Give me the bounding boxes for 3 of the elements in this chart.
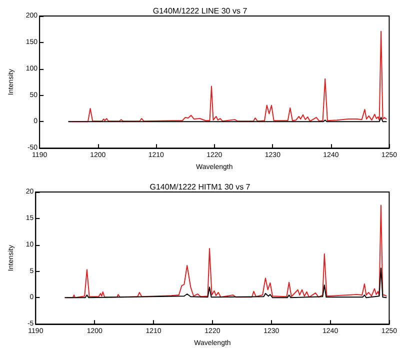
chart-title: G140M/1222 LINE 30 vs 7 (152, 6, 248, 16)
line-series (64, 268, 387, 298)
chart-title: G140M/1222 HITM1 30 vs 7 (150, 182, 251, 192)
